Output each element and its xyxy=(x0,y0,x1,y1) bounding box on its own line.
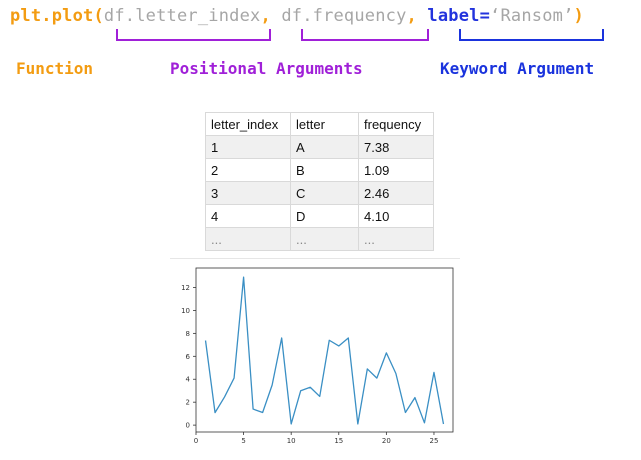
table-header-row: letter_index letter frequency xyxy=(205,112,434,136)
dataframe-table: letter_index letter frequency 1 A 7.38 2… xyxy=(205,112,434,251)
table-cell: ... xyxy=(290,227,359,251)
y-tick-label: 4 xyxy=(186,376,191,384)
x-tick-label: 0 xyxy=(194,437,198,445)
x-tick-label: 10 xyxy=(287,437,296,445)
line-chart: 0 5 10 15 20 25 0 2 4 6 8 10 12 xyxy=(181,267,454,445)
table-cell: ... xyxy=(205,227,291,251)
table-cell: 1 xyxy=(205,135,291,159)
x-tick-label: 15 xyxy=(334,437,343,445)
table-header: letter_index xyxy=(205,112,291,136)
plot-frame xyxy=(195,267,454,433)
table-cell: 1.09 xyxy=(358,158,434,182)
table-row: 4 D 4.10 xyxy=(205,204,434,228)
bracket-positional-1 xyxy=(116,29,271,41)
code-arg-letter-index: df.letter_index xyxy=(103,6,261,26)
table-row: 3 C 2.46 xyxy=(205,181,434,205)
table-cell: B xyxy=(290,158,359,182)
y-tick-label: 0 xyxy=(186,422,190,430)
table-cell: D xyxy=(290,204,359,228)
code-line: plt.plot(df.letter_index, df.frequency, … xyxy=(10,6,584,26)
table-cell: 7.38 xyxy=(358,135,434,159)
y-tick-label: 10 xyxy=(181,307,190,315)
series-line xyxy=(204,276,445,425)
x-tick-label: 25 xyxy=(430,437,439,445)
x-tick-label: 5 xyxy=(241,437,245,445)
table-header: frequency xyxy=(358,112,434,136)
table-cell: 2 xyxy=(205,158,291,182)
table-header: letter xyxy=(290,112,359,136)
bracket-keyword xyxy=(459,29,604,41)
code-function: plt.plot( xyxy=(10,6,104,26)
table-cell: 4.10 xyxy=(358,204,434,228)
table-cell: 2.46 xyxy=(358,181,434,205)
code-separator: , xyxy=(260,6,282,26)
bracket-positional-2 xyxy=(301,29,429,41)
table-row: 1 A 7.38 xyxy=(205,135,434,159)
divider xyxy=(170,258,460,259)
table-cell: A xyxy=(290,135,359,159)
label-function: Function xyxy=(16,59,94,78)
code-separator: , xyxy=(406,6,428,26)
table-row-ellipsis: ... ... ... xyxy=(205,227,434,251)
table-row: 2 B 1.09 xyxy=(205,158,434,182)
y-tick-label: 6 xyxy=(186,353,191,361)
y-tick-label: 2 xyxy=(186,399,190,407)
label-keyword-argument: Keyword Argument xyxy=(440,59,595,78)
code-kw-value: ‘Ransom’ xyxy=(490,6,574,26)
table-cell: 4 xyxy=(205,204,291,228)
label-positional-arguments: Positional Arguments xyxy=(170,59,363,78)
table-cell: 3 xyxy=(205,181,291,205)
code-arg-frequency: df.frequency xyxy=(281,6,407,26)
code-kw-name: label= xyxy=(427,6,491,26)
y-tick-label: 8 xyxy=(186,330,190,338)
code-close-paren: ) xyxy=(573,6,584,26)
argument-brackets xyxy=(116,29,604,41)
table-cell: ... xyxy=(358,227,434,251)
x-tick-label: 20 xyxy=(382,437,391,445)
table-cell: C xyxy=(290,181,359,205)
y-tick-label: 12 xyxy=(181,284,190,292)
